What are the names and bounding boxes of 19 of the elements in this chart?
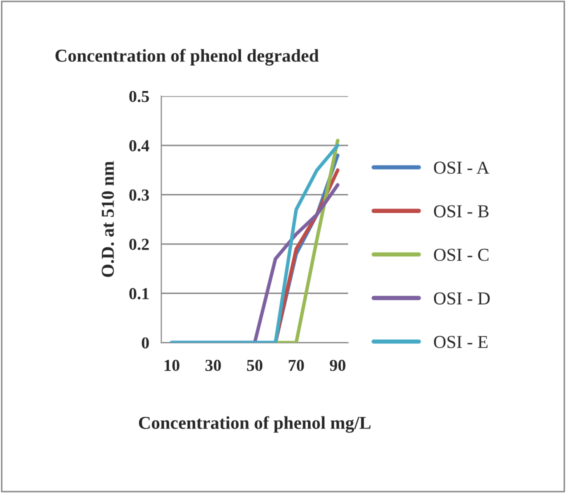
y-tick-label: 0.3 <box>129 189 149 201</box>
legend-label: OSI - B <box>434 205 489 218</box>
x-tick-label: 50 <box>247 360 262 372</box>
x-axis-title: Concentration of phenol mg/L <box>138 416 371 433</box>
x-tick-label: 90 <box>330 360 346 372</box>
legend-label: OSI - A <box>434 162 490 174</box>
y-tick-label: 0.2 <box>129 238 149 250</box>
y-tick-label: 0.5 <box>129 90 149 102</box>
x-tick-label: 70 <box>288 360 304 372</box>
x-tick-label: 30 <box>205 360 221 372</box>
legend-label: OSI - C <box>434 248 488 261</box>
chart-title: Concentration of phenol degraded <box>56 48 319 66</box>
y-tick-label: 0.1 <box>129 288 149 300</box>
x-tick-label: 10 <box>164 360 180 372</box>
y-axis-title: O.D. at 510 nm <box>102 161 114 277</box>
y-tick-label: 0.4 <box>129 140 150 152</box>
legend-label: OSI - D <box>434 292 490 304</box>
legend-label: OSI - E <box>434 336 488 348</box>
y-tick-label: 0 <box>142 337 149 349</box>
